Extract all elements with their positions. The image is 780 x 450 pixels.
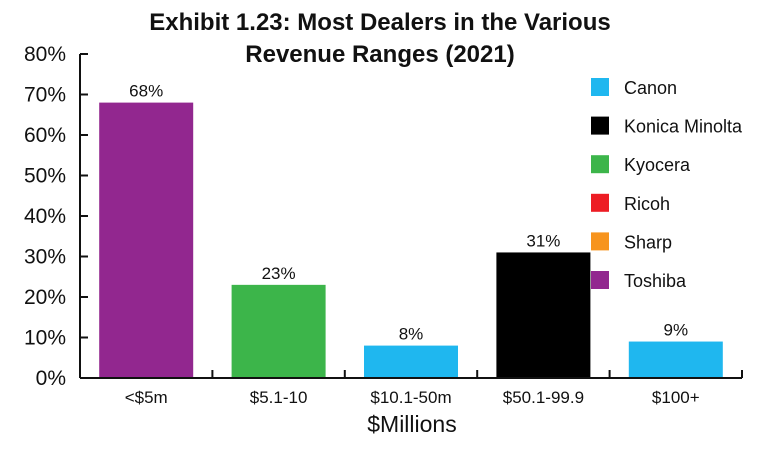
- y-tick-label: 10%: [24, 327, 66, 350]
- y-tick-label: 40%: [24, 205, 66, 228]
- y-tick-label: 20%: [24, 286, 66, 309]
- data-label: 23%: [262, 264, 296, 283]
- data-label: 8%: [399, 325, 424, 344]
- legend-label: Sharp: [624, 232, 672, 252]
- x-tick-label: $50.1-99.9: [503, 388, 584, 407]
- bar: [628, 341, 723, 378]
- bars: 68% 23% 8% 31% 9%: [99, 82, 723, 378]
- legend-label: Ricoh: [624, 194, 670, 214]
- y-tick-label: 80%: [24, 43, 66, 66]
- data-label: 9%: [664, 321, 689, 340]
- x-tick-label: $100+: [652, 388, 700, 407]
- bar: [364, 345, 458, 378]
- y-tick-label: 30%: [24, 246, 66, 269]
- x-axis: <$5m $5.1-10 $10.1-50m $50.1-99.9 $100+: [79, 370, 743, 407]
- bar: [231, 284, 326, 378]
- x-tick-label: $10.1-50m: [370, 388, 451, 407]
- y-axis: 0% 10% 20% 30% 40% 50% 60% 70% 80%: [24, 43, 88, 390]
- chart-title-line2: Revenue Ranges (2021): [245, 41, 514, 68]
- y-tick-label: 70%: [24, 84, 66, 107]
- y-tick-label: 50%: [24, 165, 66, 188]
- y-tick-label: 60%: [24, 124, 66, 147]
- legend-label: Konica Minolta: [624, 117, 743, 137]
- legend: Canon Konica Minolta Kyocera Ricoh Sharp Tosh…: [591, 78, 743, 291]
- data-label: 68%: [129, 82, 163, 101]
- legend-label: Toshiba: [624, 271, 687, 291]
- x-tick-label: $5.1-10: [250, 388, 308, 407]
- bar: [99, 102, 194, 378]
- legend-swatch: [591, 193, 609, 212]
- legend-swatch: [591, 78, 609, 96]
- legend-swatch: [591, 232, 609, 251]
- data-label: 31%: [526, 231, 560, 250]
- y-tick-label: 0%: [36, 367, 66, 390]
- legend-swatch: [591, 155, 609, 174]
- legend-label: Canon: [624, 78, 677, 98]
- x-tick-label: <$5m: [125, 388, 168, 407]
- legend-swatch: [591, 116, 609, 135]
- legend-label: Kyocera: [624, 155, 691, 175]
- legend-swatch: [591, 271, 609, 289]
- chart-title-line1: Exhibit 1.23: Most Dealers in the Variou…: [149, 9, 610, 36]
- bar: [496, 252, 591, 378]
- x-axis-label: $Millions: [367, 411, 456, 437]
